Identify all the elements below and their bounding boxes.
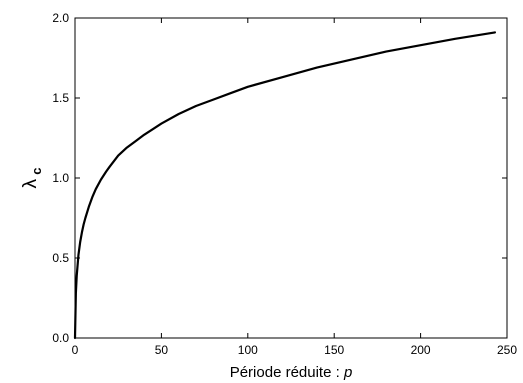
y-tick-label: 2.0: [52, 11, 69, 25]
x-tick-label: 150: [324, 343, 344, 357]
x-axis-title-text: Période réduite :: [230, 364, 344, 381]
y-axis-ticks: 0.0 0.5 1.0 1.5 2.0: [52, 11, 507, 345]
y-tick-label: 0.0: [52, 331, 69, 345]
y-tick-label: 1.5: [52, 91, 69, 105]
x-tick-label: 250: [497, 343, 517, 357]
y-axis-title-subscript: c: [29, 168, 44, 175]
x-tick-label: 50: [155, 343, 169, 357]
x-axis-title: Période réduite : p: [230, 364, 353, 381]
series-group: [73, 31, 496, 340]
y-tick-label: 0.5: [52, 251, 69, 265]
y-axis-title: λ c: [20, 168, 44, 189]
series-line: [73, 31, 496, 340]
plot-frame: [74, 17, 508, 339]
x-tick-label: 200: [411, 343, 431, 357]
y-tick-label: 1.0: [52, 171, 69, 185]
x-tick-label: 100: [238, 343, 258, 357]
x-axis-ticks: 0 50 100 150 200 250: [72, 18, 517, 357]
y-axis-title-symbol: λ: [20, 178, 41, 188]
x-tick-label: 0: [72, 343, 79, 357]
x-axis-title-variable: p: [343, 364, 352, 381]
